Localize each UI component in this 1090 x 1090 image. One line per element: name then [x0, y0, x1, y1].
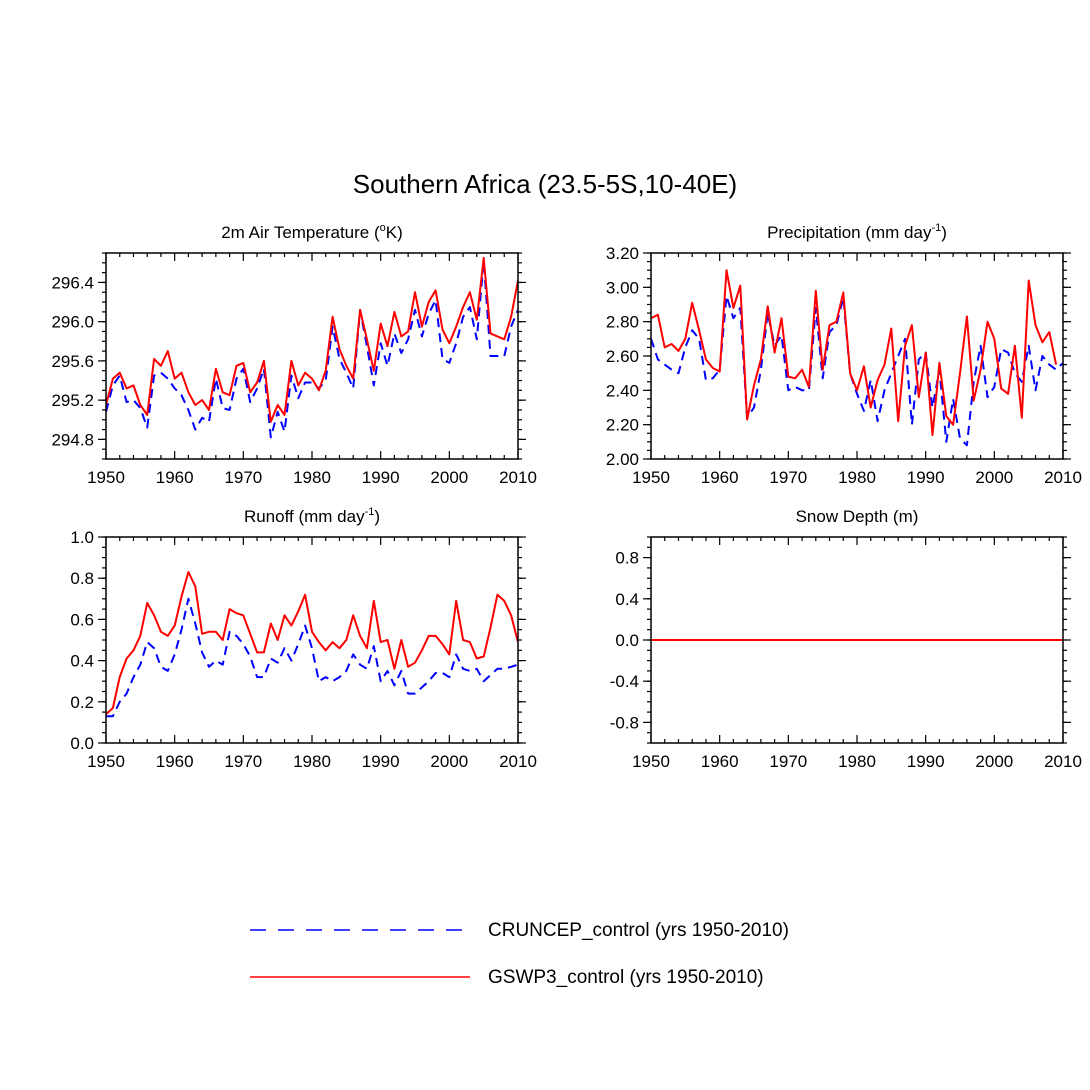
- plot-frame: [105, 252, 519, 460]
- y-tick-label: 2.40: [606, 381, 639, 400]
- x-tick-label: 1950: [87, 468, 125, 487]
- x-tick-label: 2010: [499, 752, 537, 771]
- chart-panel-2: Precipitation (mm day-1) 1950 1960 1970 1980…: [606, 222, 1082, 487]
- series-line-cruncep-control: [106, 259, 518, 439]
- panel-title: Snow Depth (m): [796, 507, 919, 526]
- y-tick-label: 294.8: [51, 430, 94, 449]
- y-tick-label: 2.00: [606, 450, 639, 469]
- x-tick-label: 1950: [632, 468, 670, 487]
- x-tick-label: 2010: [1044, 468, 1082, 487]
- y-tick-label: 0.0: [615, 631, 639, 650]
- x-tick-label: 1960: [701, 752, 739, 771]
- y-tick-label: 295.2: [51, 391, 94, 410]
- x-tick-label: 1980: [293, 752, 331, 771]
- y-tick-label: 3.00: [606, 278, 639, 297]
- y-tick-label: 0.0: [70, 734, 94, 753]
- panels: 2m Air Temperature (oK) 1950 1960 1970 1980 1…: [51, 222, 1081, 771]
- chart-panel-3: Runoff (mm day-1) 1950 1960 1970 1980 1990 200…: [70, 506, 537, 771]
- x-tick-label: 1980: [293, 468, 331, 487]
- y-tick-label: 2.20: [606, 416, 639, 435]
- y-tick-label: 0.6: [70, 610, 94, 629]
- y-tick-label: 0.8: [70, 569, 94, 588]
- x-tick-label: 1960: [156, 468, 194, 487]
- series-line-gswp3-control: [106, 571, 518, 715]
- x-tick-label: 1990: [362, 468, 400, 487]
- y-tick-label: 296.0: [51, 313, 94, 332]
- x-tick-label: 2000: [430, 468, 468, 487]
- x-tick-label: 1970: [224, 468, 262, 487]
- x-tick-label: 1990: [362, 752, 400, 771]
- y-tick-label: 0.2: [70, 693, 94, 712]
- panel-title: Precipitation (mm day-1): [767, 222, 947, 242]
- y-tick-label: -0.8: [610, 713, 639, 732]
- y-tick-label: -0.4: [610, 672, 639, 691]
- legend-label-cruncep: CRUNCEP_control (yrs 1950-2010): [488, 920, 789, 941]
- panel-title: Runoff (mm day-1): [244, 506, 380, 526]
- x-tick-label: 2000: [975, 468, 1013, 487]
- plot-frame: [650, 252, 1064, 460]
- plot-frame: [105, 536, 519, 744]
- x-tick-label: 2000: [430, 752, 468, 771]
- series-line-cruncep-control: [106, 597, 518, 718]
- x-tick-label: 1970: [769, 468, 807, 487]
- panel-title: 2m Air Temperature (oK): [221, 222, 403, 242]
- y-tick-label: 295.6: [51, 352, 94, 371]
- y-tick-label: 3.20: [606, 244, 639, 263]
- y-tick-label: 0.4: [615, 590, 639, 609]
- x-tick-label: 1950: [87, 752, 125, 771]
- series-line-gswp3-control: [106, 256, 518, 423]
- figure-title: Southern Africa (23.5-5S,10-40E): [353, 169, 737, 199]
- x-tick-label: 1980: [838, 752, 876, 771]
- y-tick-label: 0.8: [615, 549, 639, 568]
- y-tick-label: 2.80: [606, 313, 639, 332]
- x-tick-label: 1960: [156, 752, 194, 771]
- x-tick-label: 2010: [1044, 752, 1082, 771]
- series-line-gswp3-control: [651, 269, 1058, 436]
- y-tick-label: 0.4: [70, 652, 94, 671]
- y-tick-label: 1.0: [70, 528, 94, 547]
- x-tick-label: 2000: [975, 752, 1013, 771]
- x-tick-label: 2010: [499, 468, 537, 487]
- y-tick-label: 296.4: [51, 273, 94, 292]
- x-tick-label: 1990: [907, 752, 945, 771]
- legend-label-gswp3: GSWP3_control (yrs 1950-2010): [488, 967, 764, 988]
- x-tick-label: 1990: [907, 468, 945, 487]
- x-tick-label: 1960: [701, 468, 739, 487]
- y-tick-label: 2.60: [606, 347, 639, 366]
- x-tick-label: 1970: [769, 752, 807, 771]
- x-tick-label: 1950: [632, 752, 670, 771]
- chart-panel-1: 2m Air Temperature (oK) 1950 1960 1970 1980 1…: [51, 222, 536, 487]
- chart-panel-4: Snow Depth (m) 1950 1960 1970 1980 1990 2000 20…: [610, 507, 1082, 771]
- series-line-cruncep-control: [651, 294, 1063, 447]
- x-tick-label: 1980: [838, 468, 876, 487]
- legend: CRUNCEP_control (yrs 1950-2010) GSWP3_co…: [250, 920, 789, 988]
- x-tick-label: 1970: [224, 752, 262, 771]
